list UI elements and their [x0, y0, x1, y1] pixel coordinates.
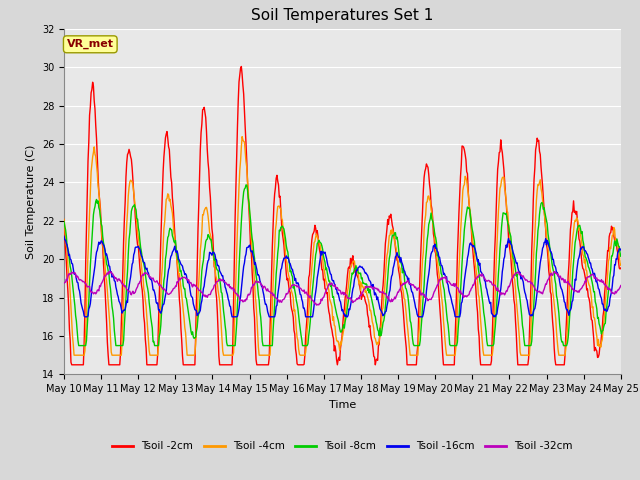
X-axis label: Time: Time — [329, 400, 356, 409]
Legend: Tsoil -2cm, Tsoil -4cm, Tsoil -8cm, Tsoil -16cm, Tsoil -32cm: Tsoil -2cm, Tsoil -4cm, Tsoil -8cm, Tsoi… — [108, 437, 577, 456]
Y-axis label: Soil Temperature (C): Soil Temperature (C) — [26, 144, 36, 259]
Title: Soil Temperatures Set 1: Soil Temperatures Set 1 — [252, 9, 433, 24]
Text: VR_met: VR_met — [67, 39, 114, 49]
